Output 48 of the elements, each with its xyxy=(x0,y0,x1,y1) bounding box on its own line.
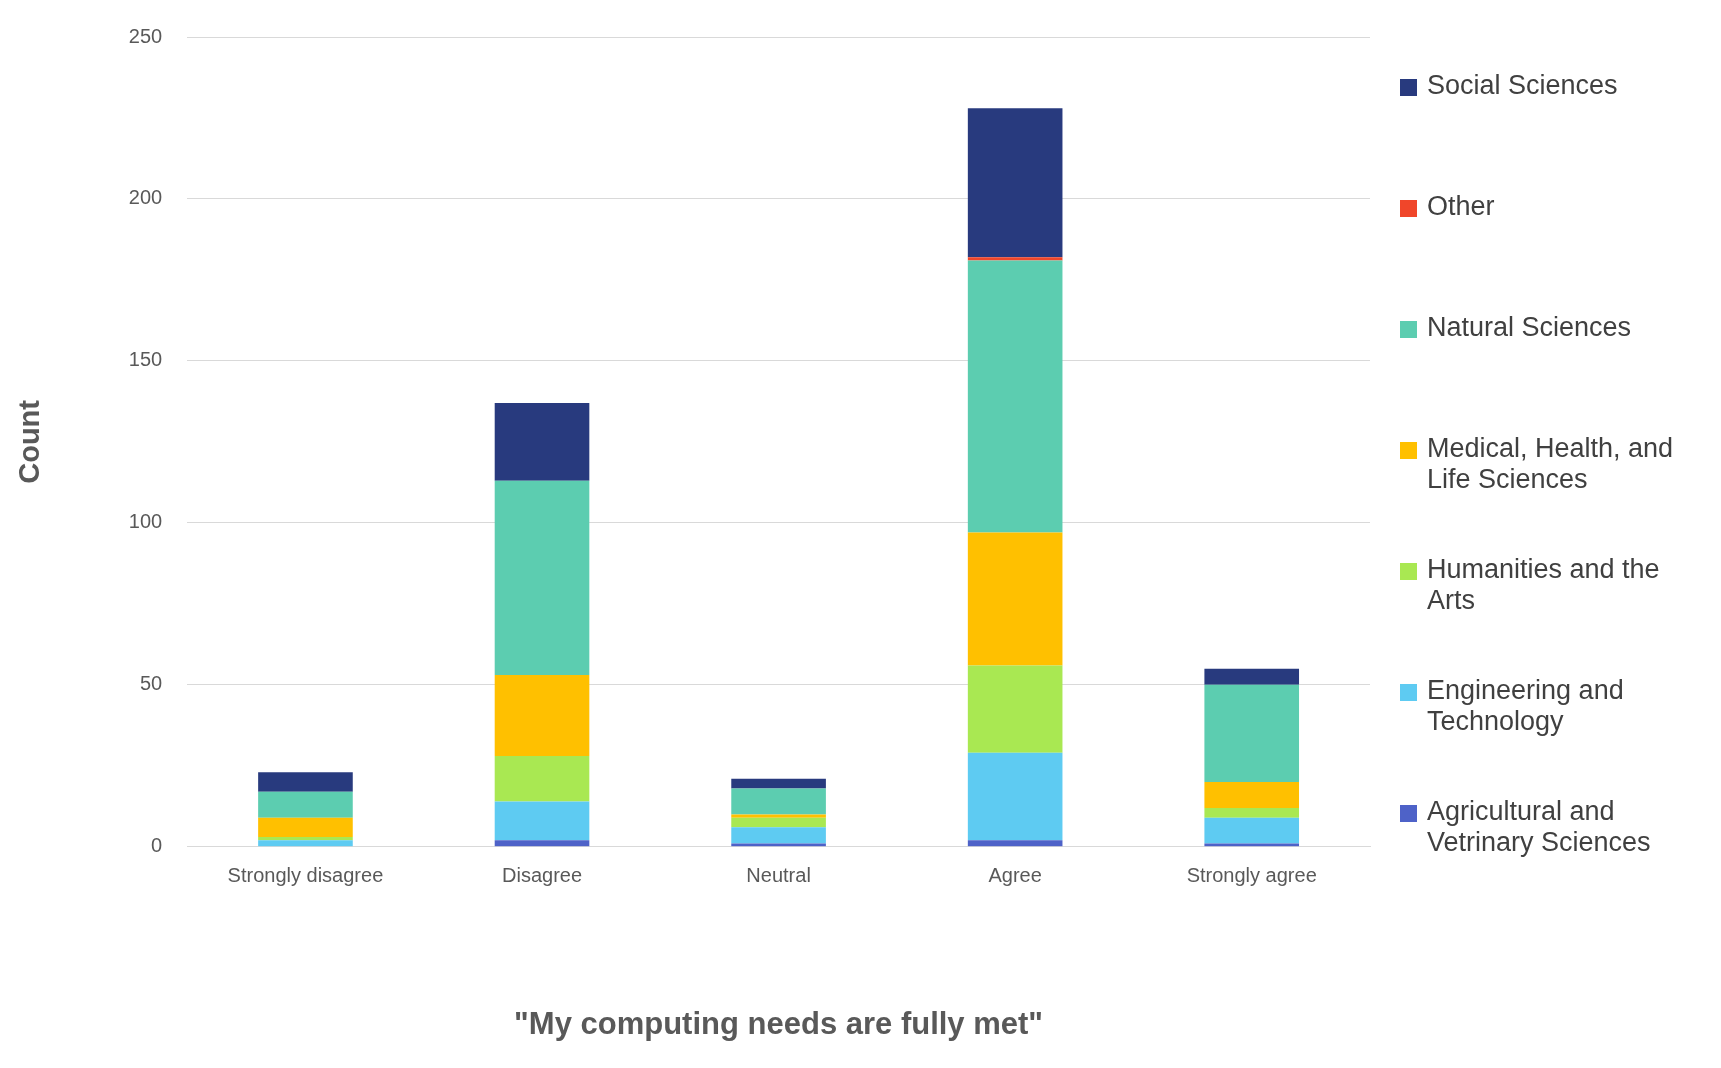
x-tick-label: Strongly disagree xyxy=(227,864,384,887)
x-tick-label: Disagree xyxy=(501,864,583,887)
x-tick-label: Neutral xyxy=(746,864,811,887)
legend-label: Engineering and Technology xyxy=(1427,675,1625,737)
y-tick-label: 100 xyxy=(128,510,163,533)
legend-label: Social Sciences xyxy=(1427,70,1618,101)
bar xyxy=(258,837,353,841)
bar xyxy=(967,532,1063,666)
y-tick-label: 0 xyxy=(151,834,163,857)
bar xyxy=(967,257,1063,261)
legend-label: Agricultural and Vetrinary Sciences xyxy=(1427,796,1652,858)
bar xyxy=(967,752,1063,841)
bar xyxy=(967,260,1063,533)
bar xyxy=(494,756,590,802)
bar xyxy=(258,817,353,838)
legend-label: Natural Sciences xyxy=(1427,312,1632,343)
bar xyxy=(494,840,590,847)
bar xyxy=(258,840,353,847)
bar xyxy=(494,403,590,481)
y-tick-label: 50 xyxy=(139,672,163,695)
legend-label: Humanities and the Arts xyxy=(1427,554,1661,616)
bar xyxy=(967,665,1063,753)
bar xyxy=(494,675,590,757)
bar xyxy=(258,791,353,818)
bar xyxy=(967,108,1063,258)
legend-label: Medical, Health, and Life Sciences xyxy=(1427,433,1675,495)
bar xyxy=(1204,668,1300,685)
bar xyxy=(1204,684,1300,783)
bar xyxy=(1204,807,1300,818)
y-axis-title: Count xyxy=(13,399,46,484)
bar xyxy=(1204,782,1300,808)
bar xyxy=(494,801,590,841)
x-tick-label: Agree xyxy=(988,864,1042,887)
bar xyxy=(731,817,826,828)
legend-label: Other xyxy=(1427,191,1495,222)
y-tick-label: 150 xyxy=(128,348,163,371)
x-tick-label: Strongly agree xyxy=(1186,864,1317,887)
y-tick-label: 200 xyxy=(128,186,163,209)
bar xyxy=(731,788,826,815)
bar xyxy=(1204,817,1300,844)
bar xyxy=(967,840,1063,847)
bar xyxy=(731,827,826,844)
x-axis-title: "My computing needs are fully met" xyxy=(514,1005,1044,1041)
bar xyxy=(731,814,826,818)
bar xyxy=(731,778,826,789)
bar xyxy=(494,480,590,676)
y-tick-label: 250 xyxy=(128,24,163,47)
bar xyxy=(258,772,353,792)
